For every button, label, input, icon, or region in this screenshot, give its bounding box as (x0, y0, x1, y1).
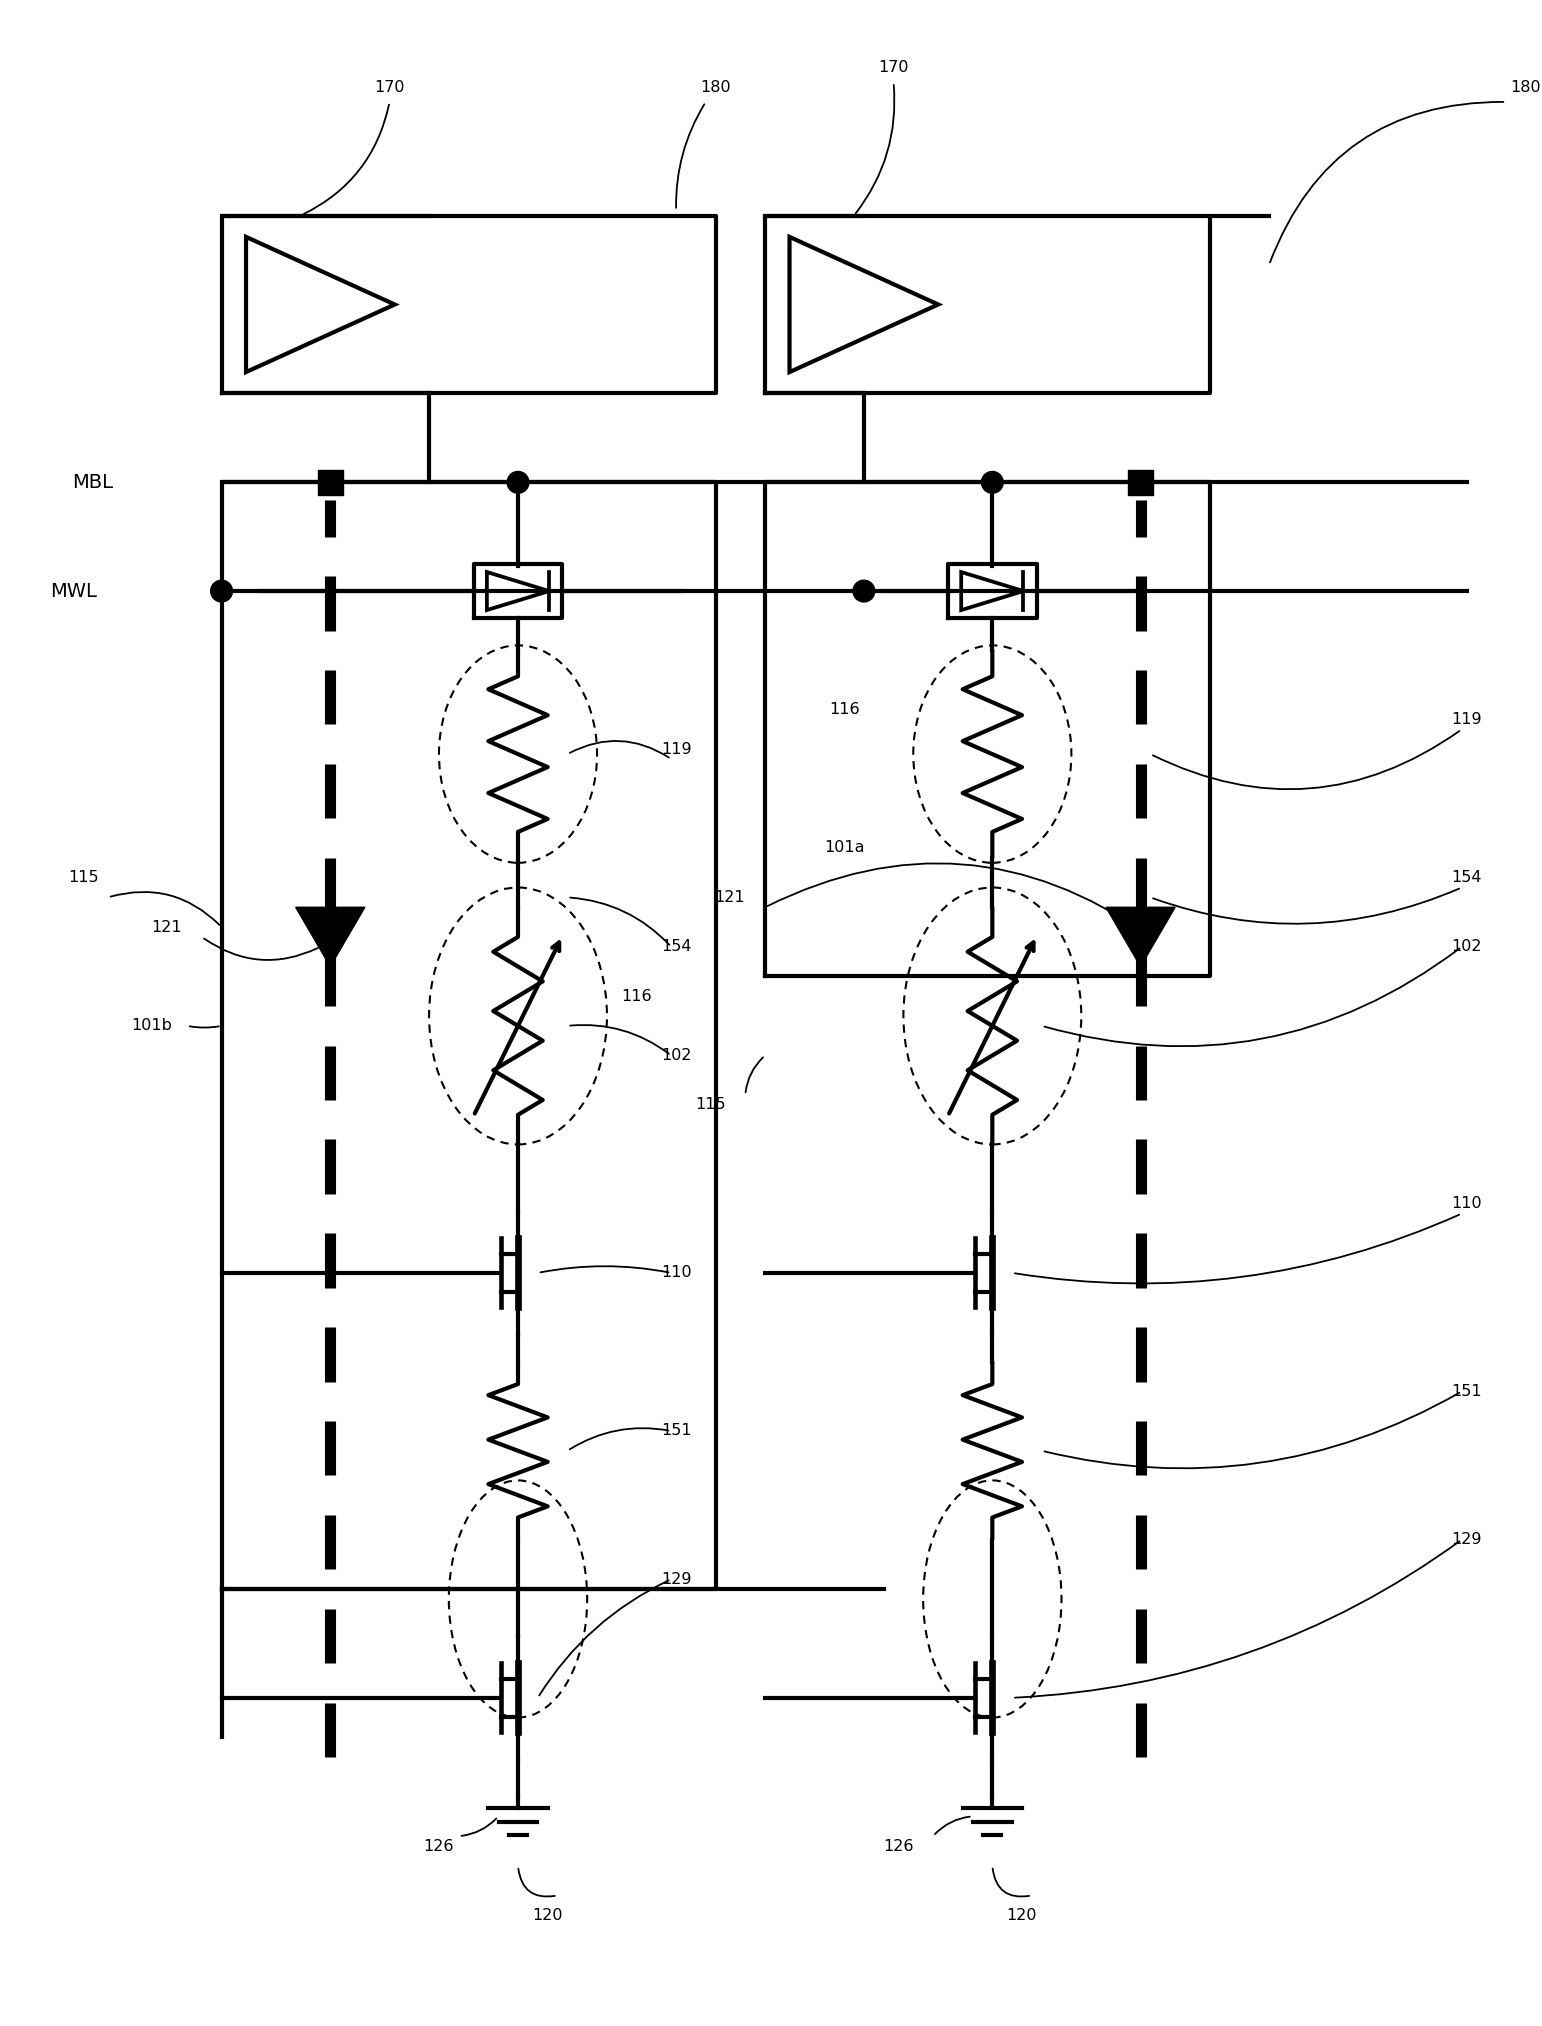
Text: 101a: 101a (823, 841, 865, 855)
Text: 110: 110 (662, 1266, 691, 1280)
Text: 154: 154 (662, 940, 691, 954)
Text: 101b: 101b (131, 1019, 173, 1033)
Circle shape (507, 472, 529, 492)
Text: MBL: MBL (72, 472, 114, 492)
Polygon shape (1106, 908, 1175, 966)
Text: 121: 121 (151, 920, 182, 934)
Text: 115: 115 (695, 1098, 726, 1112)
Text: 119: 119 (1451, 711, 1482, 727)
Text: 120: 120 (1007, 1908, 1038, 1923)
Bar (1129, 470, 1153, 494)
Text: 180: 180 (700, 79, 731, 95)
Circle shape (853, 579, 874, 602)
Text: 170: 170 (879, 61, 908, 75)
Text: 129: 129 (1451, 1532, 1482, 1548)
Text: 170: 170 (375, 79, 406, 95)
Text: 151: 151 (662, 1424, 691, 1438)
Text: 102: 102 (1451, 940, 1482, 954)
Text: 115: 115 (68, 869, 99, 885)
Circle shape (981, 472, 1004, 492)
Text: 116: 116 (828, 703, 859, 717)
Text: 116: 116 (621, 989, 652, 1003)
Text: 126: 126 (882, 1838, 913, 1854)
Text: 119: 119 (662, 742, 691, 756)
Text: 110: 110 (1451, 1195, 1482, 1212)
Text: 154: 154 (1451, 869, 1482, 885)
Text: 121: 121 (714, 889, 745, 906)
Polygon shape (296, 908, 365, 966)
Text: 102: 102 (662, 1047, 691, 1064)
Text: 126: 126 (424, 1838, 455, 1854)
Text: MWL: MWL (49, 581, 97, 600)
Text: 120: 120 (532, 1908, 563, 1923)
Text: 151: 151 (1451, 1384, 1482, 1400)
Text: 180: 180 (1511, 79, 1542, 95)
Text: 129: 129 (662, 1572, 691, 1586)
Bar (318, 470, 342, 494)
Circle shape (211, 579, 233, 602)
